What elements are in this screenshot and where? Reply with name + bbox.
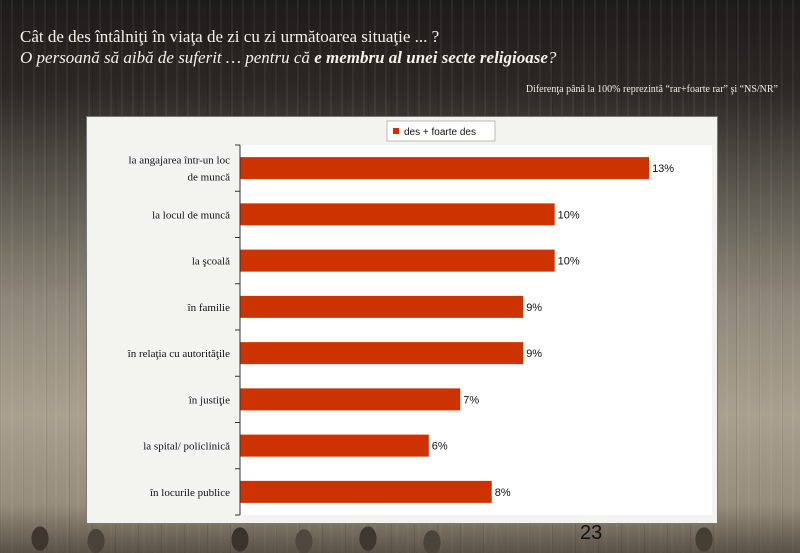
bar-value-label: 13% — [652, 163, 674, 175]
category-label: în justiţie — [188, 394, 230, 406]
page-number: 23 — [580, 522, 603, 544]
legend-label: des + foarte des — [404, 127, 476, 138]
bar-value-label: 8% — [495, 487, 511, 499]
bar-value-label: 10% — [558, 209, 580, 221]
footnote: Diferenţa până la 100% reprezintă “rar+f… — [525, 84, 778, 95]
bar — [240, 480, 492, 503]
category-label: în locurile publice — [149, 487, 230, 499]
bar — [240, 295, 524, 318]
bar — [240, 203, 555, 226]
category-label-line: de muncă — [188, 172, 231, 184]
subtitle-suffix: ? — [547, 48, 557, 67]
category-label: la locul de muncă — [152, 209, 230, 221]
category-label-line: la şcoală — [192, 256, 230, 268]
slide-subtitle: O persoană să aibă de suferit … pentru c… — [20, 48, 790, 68]
category-label: în familie — [187, 302, 231, 314]
category-label-line: în familie — [187, 302, 231, 314]
bar-value-label: 9% — [526, 302, 542, 314]
bar — [240, 157, 650, 180]
bar-value-label: 9% — [526, 348, 542, 360]
bar — [240, 342, 524, 365]
subtitle-emphasis: e membru al unei secte religioase — [314, 48, 548, 67]
category-label-line: în justiţie — [188, 394, 230, 406]
subtitle-prefix: O persoană să aibă de suferit … pentru c… — [20, 48, 315, 67]
bar — [240, 388, 461, 411]
bar-value-label: 6% — [432, 441, 448, 453]
slide-title: Cât de des întâlniţi în viaţa de zi cu z… — [20, 27, 440, 46]
category-label-line: în relaţia cu autorităţile — [127, 348, 230, 360]
bar — [240, 434, 429, 457]
category-label: în relaţia cu autorităţile — [127, 348, 230, 360]
plot-area — [240, 145, 712, 515]
legend-box — [386, 120, 496, 142]
category-label-line: la locul de muncă — [152, 209, 230, 221]
category-label: la şcoală — [192, 256, 230, 268]
bar — [240, 249, 555, 272]
category-label-line: la spital/ policlinică — [143, 441, 230, 453]
category-label-line: în locurile publice — [149, 487, 230, 499]
category-label-line: la angajarea într-un loc — [129, 155, 231, 167]
legend-swatch — [393, 128, 399, 134]
bar-value-label: 10% — [558, 256, 580, 268]
category-label: la angajarea într-un loc de muncă — [129, 155, 231, 184]
bar-value-label: 7% — [463, 394, 479, 406]
category-label: la spital/ policlinică — [143, 441, 230, 453]
